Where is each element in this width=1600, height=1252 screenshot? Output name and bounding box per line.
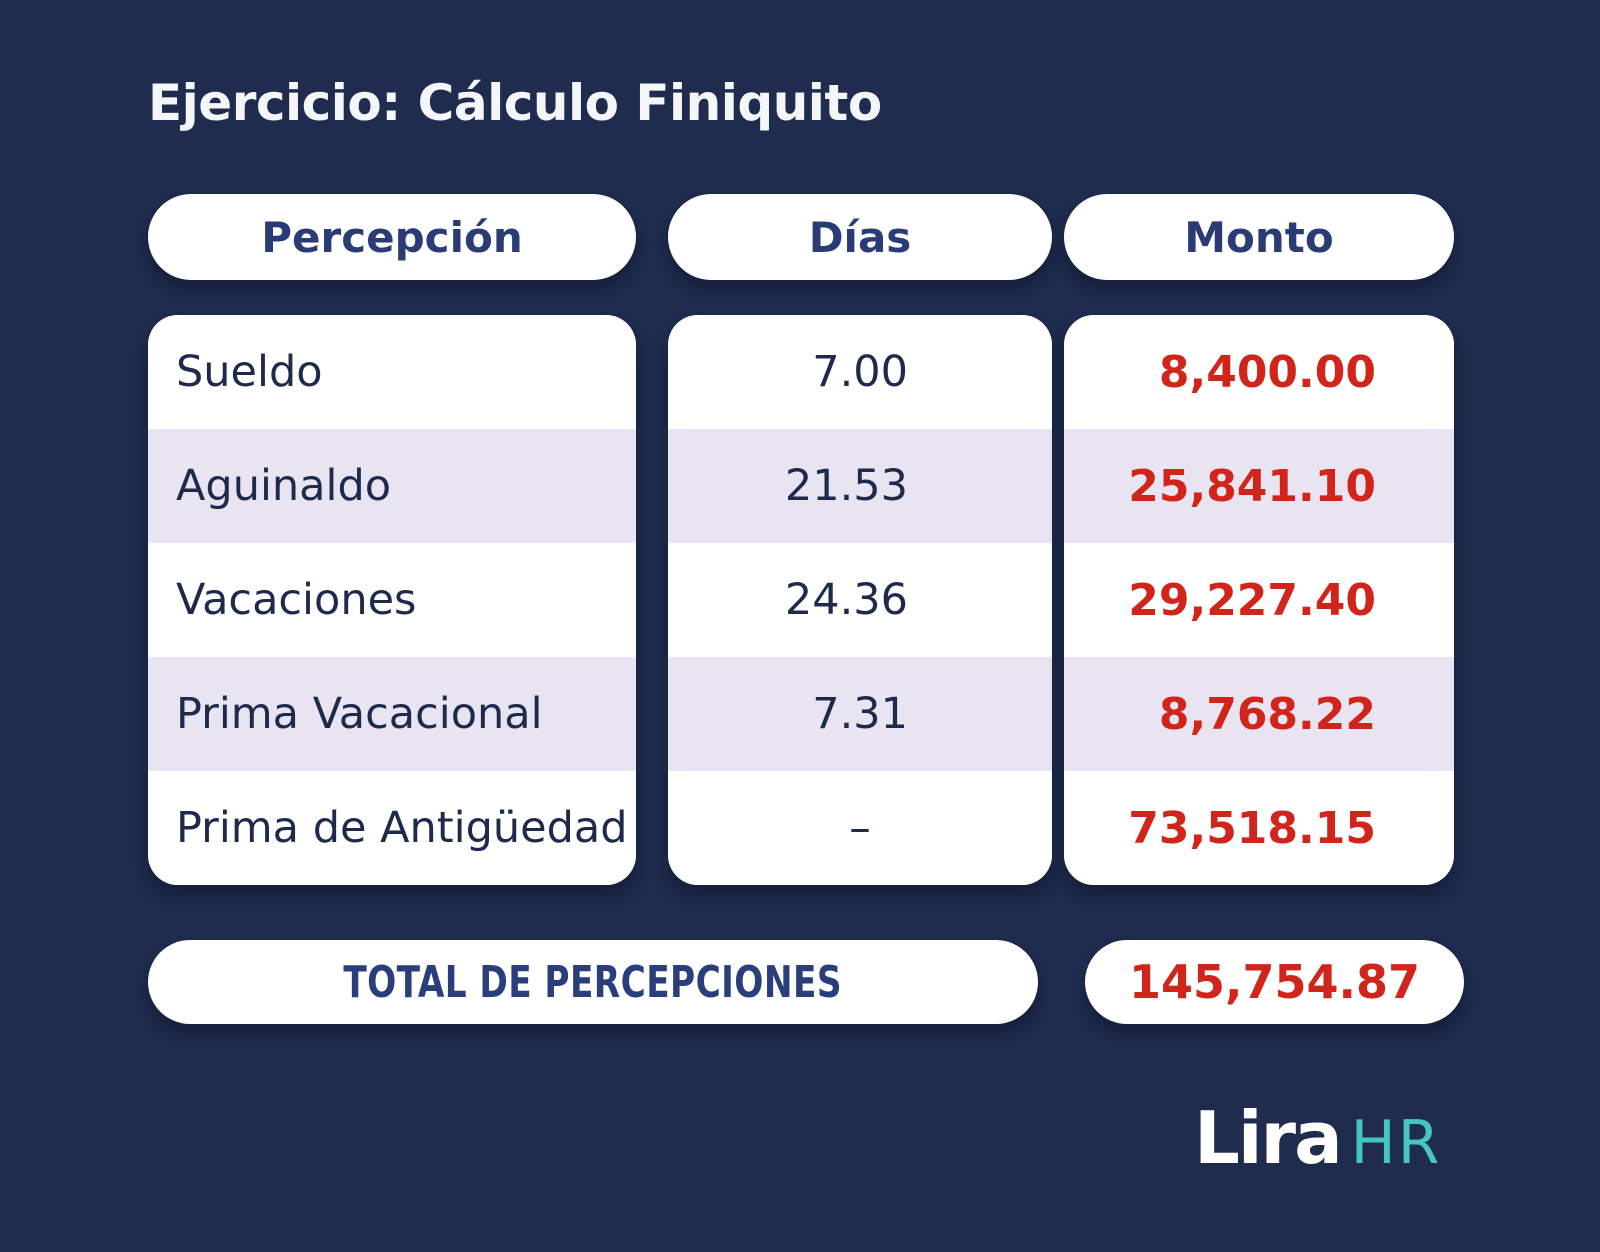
monto-cell: 29,227.40 — [1064, 543, 1454, 657]
total-value-pill: 145,754.87 — [1085, 940, 1464, 1024]
monto-cell: 73,518.15 — [1064, 771, 1454, 885]
page-title: Ejercicio: Cálculo Finiquito — [148, 74, 882, 132]
lira-hr-logo: Lira HR — [1194, 1096, 1441, 1180]
monto-cell: 8,400.00 — [1064, 315, 1454, 429]
total-value: 145,754.87 — [1128, 955, 1420, 1009]
percepcion-cell: Sueldo — [148, 315, 636, 429]
logo-text-hr: HR — [1350, 1108, 1442, 1178]
monto-cell: 8,768.22 — [1064, 657, 1454, 771]
column-monto: 8,400.00 25,841.10 29,227.40 8,768.22 73… — [1064, 315, 1454, 885]
percepcion-cell: Prima Vacacional — [148, 657, 636, 771]
dias-cell: 24.36 — [668, 543, 1052, 657]
column-header-percepcion: Percepción — [148, 194, 636, 280]
total-label: TOTAL DE PERCEPCIONES — [343, 956, 843, 1008]
column-header-dias: Días — [668, 194, 1052, 280]
dias-cell-empty: – — [668, 771, 1052, 885]
dias-cell: 7.31 — [668, 657, 1052, 771]
percepcion-cell: Aguinaldo — [148, 429, 636, 543]
logo-text-lira: Lira — [1194, 1096, 1343, 1180]
column-header-monto: Monto — [1064, 194, 1454, 280]
percepcion-cell: Prima de Antigüedad — [148, 771, 636, 885]
percepcion-cell: Vacaciones — [148, 543, 636, 657]
total-label-pill: TOTAL DE PERCEPCIONES — [148, 940, 1038, 1024]
dias-cell: 7.00 — [668, 315, 1052, 429]
column-percepcion: Sueldo Aguinaldo Vacaciones Prima Vacaci… — [148, 315, 636, 885]
monto-cell: 25,841.10 — [1064, 429, 1454, 543]
column-dias: 7.00 21.53 24.36 7.31 – — [668, 315, 1052, 885]
dias-cell: 21.53 — [668, 429, 1052, 543]
